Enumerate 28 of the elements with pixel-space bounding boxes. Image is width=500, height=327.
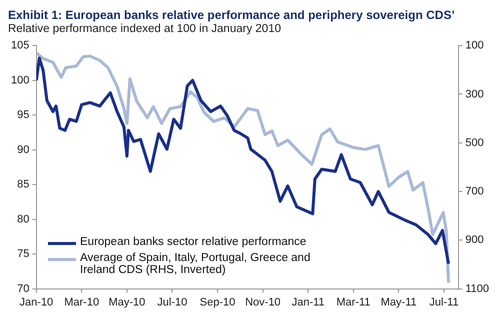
y-tick-label: 85 [17, 178, 30, 191]
y-tick-label: 100 [10, 74, 30, 86]
x-tick-label: May-11 [380, 296, 417, 308]
y2-tick-label: 900 [465, 234, 484, 246]
legend-label: European banks sector relative performance [80, 236, 306, 248]
y2-tick-label: 300 [465, 88, 484, 100]
y-tick-label: 75 [17, 248, 30, 260]
x-tick-label: Jan-11 [292, 296, 325, 308]
x-tick-label: Mar-11 [336, 296, 370, 308]
y-tick-label: 70 [17, 282, 30, 295]
x-tick-label: Jul-11 [429, 296, 459, 308]
y2-tick-label: 1100 [465, 282, 489, 295]
x-tick-label: May-10 [108, 296, 146, 308]
x-tick-label: Mar-10 [64, 296, 100, 308]
y2-tick-label: 100 [465, 40, 484, 52]
legend-label: Average of Spain, Italy, Portugal, Greece and Ireland CDS (RHS, Inverted) [80, 252, 312, 276]
x-tick-label: Jul-10 [157, 296, 188, 308]
x-tick-label: Sep-10 [200, 296, 236, 308]
y-tick-label: 105 [10, 40, 30, 52]
chart-title: Exhibit 1: European banks relative performance and periphery sovereign CDS’ [8, 8, 456, 22]
x-tick-label: Nov-10 [245, 296, 281, 308]
chart-subtitle: Relative performance indexed at 100 in January 2010 [8, 22, 282, 36]
y-tick-label: 90 [17, 144, 30, 156]
x-tick-label: Jan-10 [20, 296, 54, 308]
y2-tick-label: 700 [465, 186, 484, 198]
y2-tick-label: 500 [465, 136, 484, 149]
y-tick-label: 80 [17, 213, 30, 226]
y-tick-label: 95 [17, 109, 30, 122]
